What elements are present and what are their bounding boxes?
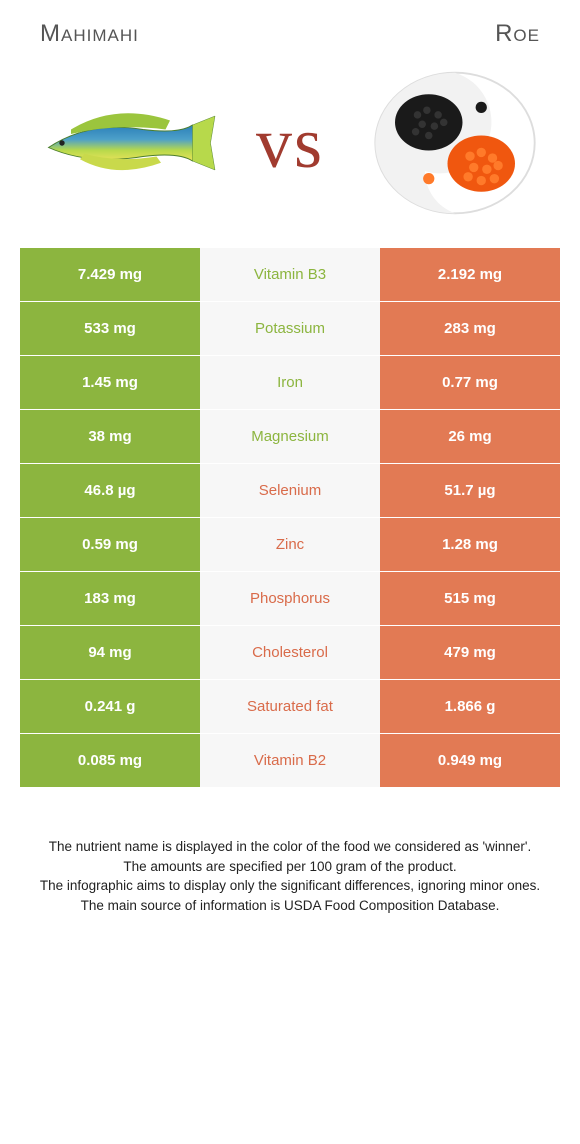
value-right: 515 mg	[380, 572, 560, 625]
value-right: 283 mg	[380, 302, 560, 355]
value-left: 38 mg	[20, 410, 200, 463]
nutrient-label: Zinc	[200, 518, 380, 571]
value-left: 0.241 g	[20, 680, 200, 733]
value-left: 0.59 mg	[20, 518, 200, 571]
table-row: 94 mgCholesterol479 mg	[20, 625, 560, 679]
value-right: 0.949 mg	[380, 734, 560, 787]
value-right: 26 mg	[380, 410, 560, 463]
value-right: 2.192 mg	[380, 248, 560, 301]
value-left: 0.085 mg	[20, 734, 200, 787]
nutrient-label: Iron	[200, 356, 380, 409]
value-left: 94 mg	[20, 626, 200, 679]
table-row: 183 mgPhosphorus515 mg	[20, 571, 560, 625]
value-right: 1.866 g	[380, 680, 560, 733]
table-row: 0.241 gSaturated fat1.866 g	[20, 679, 560, 733]
table-row: 7.429 mgVitamin B32.192 mg	[20, 248, 560, 301]
table-row: 1.45 mgIron0.77 mg	[20, 355, 560, 409]
mahimahi-image	[30, 68, 220, 218]
roe-icon	[365, 68, 545, 218]
fish-icon	[30, 98, 220, 188]
nutrient-label: Vitamin B3	[200, 248, 380, 301]
value-left: 1.45 mg	[20, 356, 200, 409]
nutrient-label: Vitamin B2	[200, 734, 380, 787]
header-row: Mahimahi Roe	[0, 0, 580, 58]
title-right: Roe	[495, 20, 540, 48]
table-row: 46.8 µgSelenium51.7 µg	[20, 463, 560, 517]
nutrient-label: Magnesium	[200, 410, 380, 463]
footer-line: The nutrient name is displayed in the co…	[30, 837, 550, 857]
title-left: Mahimahi	[40, 20, 139, 48]
value-left: 533 mg	[20, 302, 200, 355]
table-row: 0.085 mgVitamin B20.949 mg	[20, 733, 560, 787]
footer-line: The main source of information is USDA F…	[30, 896, 550, 916]
footer-line: The amounts are specified per 100 gram o…	[30, 857, 550, 877]
value-left: 183 mg	[20, 572, 200, 625]
nutrient-label: Saturated fat	[200, 680, 380, 733]
value-right: 0.77 mg	[380, 356, 560, 409]
value-right: 51.7 µg	[380, 464, 560, 517]
table-row: 533 mgPotassium283 mg	[20, 301, 560, 355]
infographic-container: Mahimahi Roe vs	[0, 0, 580, 955]
table-row: 0.59 mgZinc1.28 mg	[20, 517, 560, 571]
value-right: 1.28 mg	[380, 518, 560, 571]
footer-notes: The nutrient name is displayed in the co…	[0, 787, 580, 955]
table-row: 38 mgMagnesium26 mg	[20, 409, 560, 463]
nutrient-label: Cholesterol	[200, 626, 380, 679]
value-left: 46.8 µg	[20, 464, 200, 517]
vs-label: vs	[256, 102, 324, 185]
images-row: vs	[0, 58, 580, 248]
footer-line: The infographic aims to display only the…	[30, 876, 550, 896]
nutrient-label: Phosphorus	[200, 572, 380, 625]
nutrient-label: Potassium	[200, 302, 380, 355]
value-left: 7.429 mg	[20, 248, 200, 301]
value-right: 479 mg	[380, 626, 560, 679]
nutrient-label: Selenium	[200, 464, 380, 517]
roe-image	[360, 68, 550, 218]
nutrient-table: 7.429 mgVitamin B32.192 mg533 mgPotassiu…	[20, 248, 560, 787]
